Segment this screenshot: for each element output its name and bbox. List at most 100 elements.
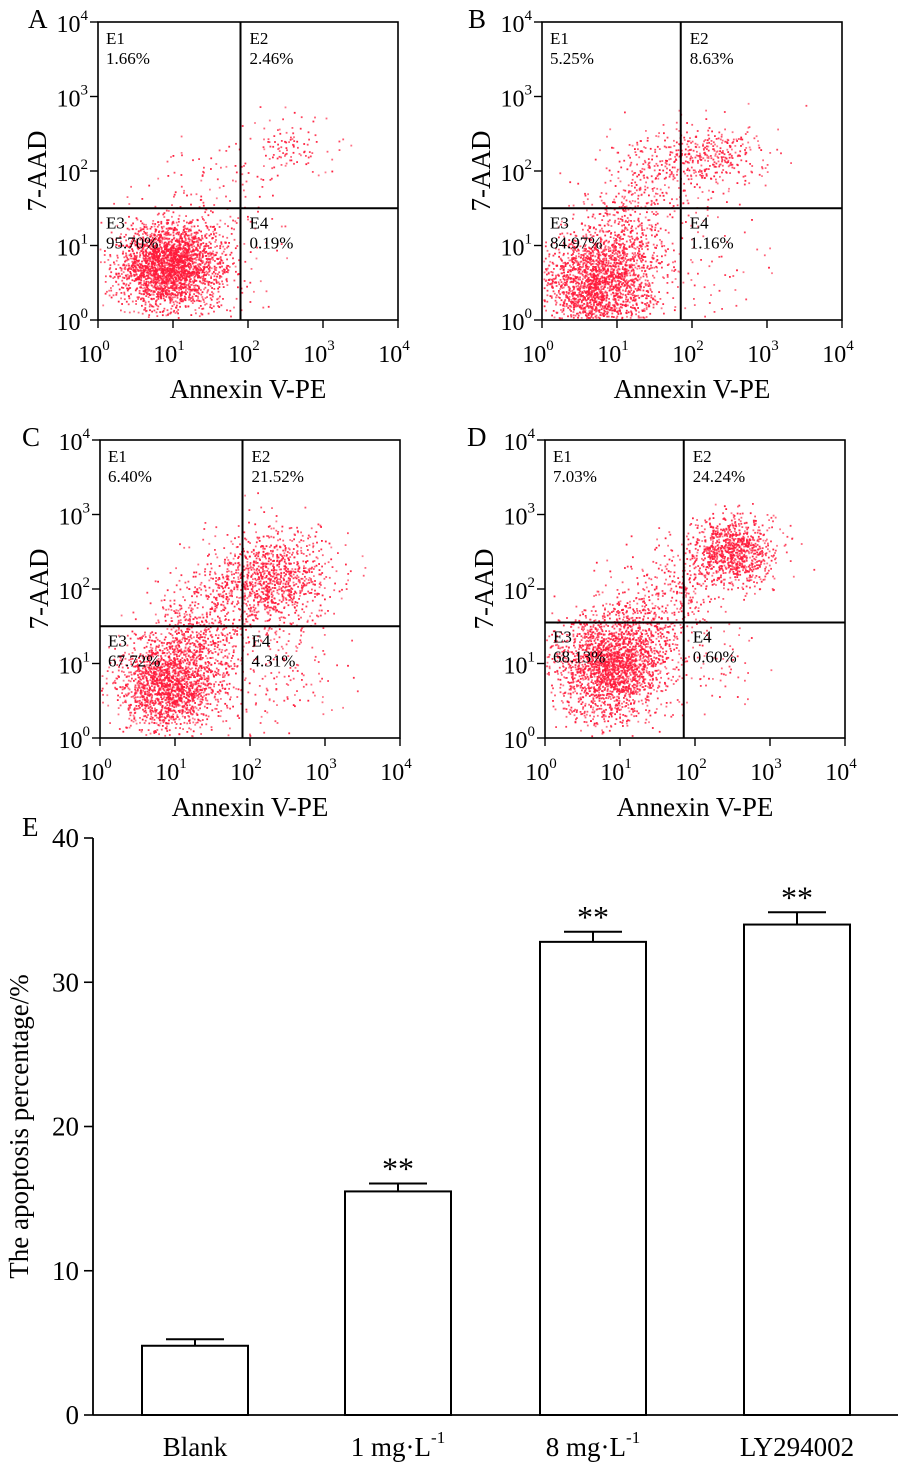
data-point (181, 274, 183, 277)
data-point (651, 254, 654, 257)
data-point (109, 264, 112, 267)
data-point (145, 288, 147, 291)
data-point (175, 278, 177, 281)
data-point (586, 305, 589, 307)
data-point (558, 251, 561, 254)
data-point (128, 297, 131, 300)
data-point (607, 308, 610, 311)
data-point (610, 275, 613, 278)
data-point (342, 138, 345, 141)
data-point (180, 233, 183, 235)
data-point (597, 316, 600, 319)
data-point (165, 282, 168, 285)
data-point (164, 231, 167, 234)
data-point (163, 241, 166, 244)
data-point (591, 306, 594, 308)
data-point (278, 128, 281, 131)
data-point (608, 289, 611, 292)
data-point (642, 275, 645, 278)
data-point (605, 294, 608, 297)
data-point (557, 296, 560, 299)
data-point (157, 286, 160, 289)
data-point (592, 279, 595, 282)
data-point (617, 274, 620, 277)
data-point (553, 292, 556, 295)
data-point (644, 282, 647, 285)
data-point (659, 227, 662, 230)
data-point (612, 288, 614, 291)
data-point (206, 296, 208, 298)
data-point (642, 252, 645, 255)
data-point (607, 224, 610, 227)
data-point (197, 295, 199, 298)
data-point (274, 141, 276, 143)
data-point (611, 309, 613, 312)
data-point (164, 278, 167, 281)
data-point (543, 278, 546, 281)
data-point (179, 274, 182, 277)
data-point (143, 244, 146, 247)
data-point (606, 305, 609, 308)
data-point (592, 276, 594, 278)
data-point (599, 298, 602, 301)
data-point (563, 305, 566, 308)
data-point (619, 272, 621, 275)
data-point (555, 296, 557, 299)
data-point (613, 295, 616, 298)
data-point (137, 232, 139, 235)
data-point (166, 259, 169, 261)
data-point (548, 279, 551, 281)
data-point (616, 311, 618, 313)
data-point (638, 267, 641, 270)
data-point (253, 290, 255, 293)
data-point (666, 215, 669, 218)
data-point (599, 280, 601, 283)
data-point (159, 275, 162, 277)
data-point (665, 250, 667, 253)
data-point (626, 293, 629, 295)
data-point (664, 229, 667, 232)
data-point (552, 263, 555, 265)
data-point (631, 258, 634, 260)
data-point (621, 257, 624, 260)
data-point (153, 278, 155, 281)
data-point (183, 247, 185, 250)
data-point (176, 310, 178, 313)
data-point (156, 269, 159, 272)
data-point (604, 255, 607, 258)
data-point (128, 228, 131, 231)
data-point (196, 267, 199, 270)
data-point (614, 234, 617, 237)
data-point (284, 153, 287, 156)
data-point (199, 199, 202, 201)
data-point (614, 274, 617, 277)
data-point (611, 267, 614, 270)
data-point (172, 245, 175, 248)
data-point (626, 283, 628, 285)
data-point (598, 224, 601, 226)
data-point (583, 203, 586, 205)
data-point (568, 298, 570, 301)
data-point (172, 234, 175, 237)
data-point (146, 231, 148, 234)
data-point (592, 227, 595, 230)
data-point (137, 230, 140, 233)
data-point (177, 312, 179, 315)
data-point (241, 173, 244, 176)
data-point (117, 300, 120, 303)
data-point (571, 244, 574, 246)
data-point (590, 276, 593, 278)
data-point (548, 255, 550, 258)
data-point (633, 260, 635, 262)
data-point (158, 264, 160, 267)
data-point (627, 184, 630, 187)
data-point (558, 236, 560, 239)
data-point (174, 300, 177, 303)
data-point (176, 280, 179, 283)
data-point (121, 286, 123, 289)
data-point (157, 292, 160, 295)
data-point (221, 269, 224, 272)
data-point (577, 303, 580, 306)
data-point (190, 289, 193, 292)
data-point (184, 297, 187, 299)
